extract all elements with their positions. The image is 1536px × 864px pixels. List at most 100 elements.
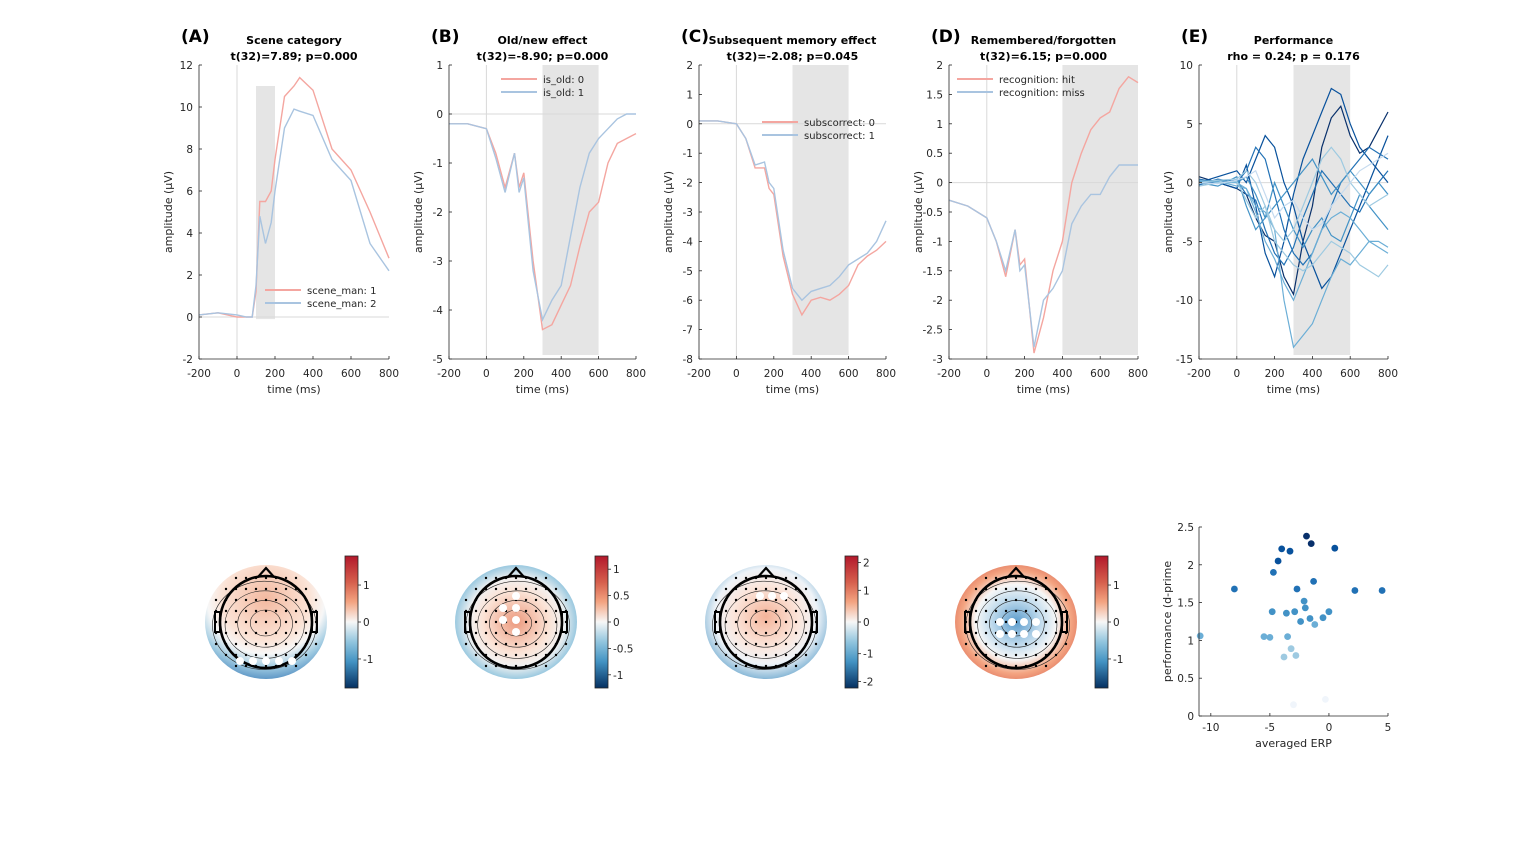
electrode — [554, 598, 558, 602]
electrode — [734, 609, 738, 613]
electrode — [964, 631, 968, 635]
y-tick-label: 0.5 — [926, 148, 943, 160]
electrode — [804, 609, 808, 613]
electrode — [274, 620, 278, 624]
y-tick-label: -1 — [933, 236, 943, 248]
electrode — [484, 587, 488, 591]
y-tick-label: -0.5 — [923, 207, 944, 219]
electrode — [474, 587, 478, 591]
electrode — [1024, 587, 1028, 591]
scatter-point — [1268, 608, 1276, 616]
electrode — [804, 631, 808, 635]
electrode — [524, 642, 528, 646]
legend-entry: is_old: 1 — [543, 88, 584, 99]
electrode — [764, 631, 768, 635]
panel-b: -200 0 200 400 600 800 -5 -4 -3 -2 -1 0 1 time (ms) am… — [412, 27, 646, 396]
x-tick-label: 600 — [589, 368, 609, 380]
electrode — [244, 598, 248, 602]
electrode — [1024, 598, 1028, 602]
electrode — [994, 609, 998, 613]
electrode — [754, 642, 758, 646]
electrode — [964, 609, 968, 613]
electrode — [744, 642, 748, 646]
electrode — [234, 598, 238, 602]
electrode — [1014, 664, 1018, 668]
colorbar — [1094, 555, 1109, 689]
y-tick-label: 10 — [1180, 60, 1193, 72]
electrode — [1014, 609, 1018, 613]
x-axis-label: time (ms) — [267, 383, 320, 396]
electrode — [224, 598, 228, 602]
electrode — [314, 609, 318, 613]
electrode — [554, 609, 558, 613]
electrode — [494, 598, 498, 602]
electrode — [974, 631, 978, 635]
scatter-point — [1307, 540, 1315, 547]
electrode — [504, 642, 508, 646]
scatter-point — [1196, 632, 1204, 640]
panel-letter: (B) — [431, 27, 460, 47]
electrode — [524, 576, 528, 580]
electrode — [744, 653, 748, 657]
series-line — [1199, 87, 1389, 279]
electrode — [734, 587, 738, 591]
electrode — [1004, 620, 1008, 624]
electrode — [234, 576, 238, 580]
series-line — [1198, 134, 1389, 290]
electrode — [744, 587, 748, 591]
series-line — [198, 76, 390, 318]
scatter-point — [1293, 585, 1301, 593]
significant-electrode — [1032, 618, 1040, 626]
electrode — [304, 609, 308, 613]
y-tick-label: 0 — [686, 119, 693, 131]
y-tick-label: -10 — [1176, 295, 1193, 307]
electrode — [304, 631, 308, 635]
electrode — [284, 587, 288, 591]
significant-electrode — [249, 657, 257, 665]
electrode — [524, 609, 528, 613]
electrode — [554, 587, 558, 591]
electrode — [784, 576, 788, 580]
scatter-point — [1319, 614, 1327, 622]
panel-statistic: t(32)=6.15; p=0.000 — [980, 50, 1107, 63]
electrode — [464, 631, 468, 635]
electrode — [534, 587, 538, 591]
electrode — [734, 664, 738, 668]
y-tick-label: 1 — [436, 60, 443, 72]
y-tick-label: 0 — [936, 178, 943, 190]
scatter-point — [1266, 634, 1274, 641]
topography-map-a: 1 0 -1 — [205, 555, 373, 689]
electrode — [464, 598, 468, 602]
electrode — [294, 587, 298, 591]
electrode — [724, 631, 728, 635]
electrode — [224, 631, 228, 635]
electrode — [554, 653, 558, 657]
electrode — [1014, 598, 1018, 602]
y-tick-label: 2 — [686, 60, 693, 72]
y-tick-label: 2.5 — [1177, 522, 1194, 534]
y-tick-label: -2 — [683, 178, 693, 190]
colorbar — [844, 555, 859, 689]
y-tick-label: 1 — [686, 89, 693, 101]
electrode — [764, 598, 768, 602]
scatter-point — [1284, 633, 1291, 640]
x-axis-label: time (ms) — [516, 383, 569, 396]
y-tick-label: -2 — [933, 295, 943, 307]
series-line — [1198, 146, 1389, 243]
topography-map-b: 1 0.5 0 -0.5 -1 — [455, 555, 634, 689]
electrode — [754, 609, 758, 613]
electrode — [284, 609, 288, 613]
electrode — [274, 642, 278, 646]
electrode — [774, 631, 778, 635]
electrode — [254, 587, 258, 591]
electrode — [1014, 642, 1018, 646]
panel-letter: (E) — [1181, 27, 1208, 47]
panel-letter: (D) — [931, 27, 961, 47]
electrode — [974, 620, 978, 624]
y-tick-label: 0.5 — [1177, 673, 1194, 685]
electrode — [1064, 631, 1068, 635]
y-tick-label: 1 — [1187, 635, 1194, 647]
nose-outline — [1007, 566, 1025, 578]
x-tick-label: 0 — [983, 368, 990, 380]
